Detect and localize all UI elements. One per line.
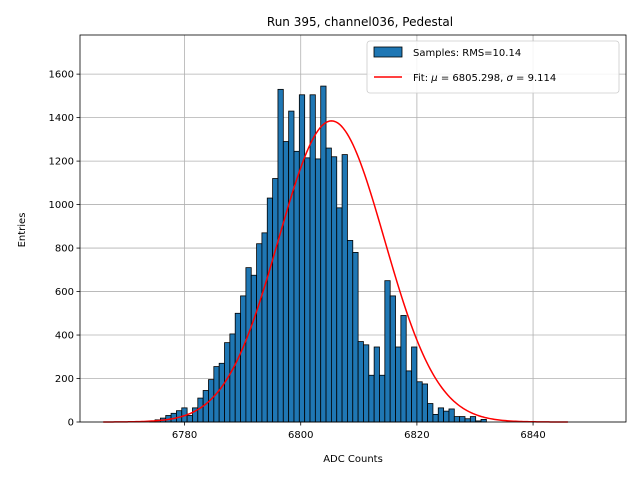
- histogram-bar: [384, 280, 391, 423]
- x-tick-label: 6820: [404, 430, 429, 441]
- histogram-bar: [304, 157, 311, 423]
- histogram-bar: [218, 362, 225, 423]
- legend-mu-symbol: μ: [430, 73, 437, 84]
- y-tick-label: 1400: [49, 113, 74, 124]
- y-tick-label: 0: [68, 418, 74, 429]
- histogram-bar: [395, 346, 402, 423]
- histogram-bar: [416, 381, 423, 423]
- histogram-bar: [448, 408, 455, 423]
- histogram-bar: [341, 154, 348, 423]
- histogram-bar: [352, 252, 359, 423]
- y-tick-label: 800: [55, 244, 74, 255]
- histogram-bar: [256, 243, 263, 423]
- histogram-bar: [298, 94, 306, 423]
- histogram-bar: [373, 346, 380, 423]
- histogram-bar: [261, 232, 268, 423]
- histogram-bar: [282, 141, 290, 423]
- legend-samples-label: Samples: RMS=10.14: [413, 48, 521, 59]
- histogram-bar: [464, 418, 471, 423]
- plot-frame: [79, 34, 627, 423]
- histogram-bar: [250, 274, 257, 423]
- y-axis-ticks: 0 200 400 600 800 1000 1200 1400 1600: [49, 70, 80, 429]
- histogram-bar: [437, 407, 445, 423]
- histogram-bar: [459, 416, 466, 423]
- histogram-bar: [288, 110, 295, 423]
- chart-title: Run 395, channel036, Pedestal: [267, 15, 453, 29]
- y-tick-label: 400: [55, 331, 74, 342]
- histogram-bar: [347, 240, 354, 423]
- legend-box: [366, 40, 620, 94]
- histogram-bar: [427, 403, 434, 423]
- histogram-bar: [432, 413, 439, 423]
- histogram-bar: [389, 295, 396, 423]
- x-axis-ticks: 6780 6800 6820 6840: [172, 422, 546, 441]
- x-tick-label: 6840: [520, 430, 545, 441]
- histogram-bar: [266, 197, 274, 423]
- histogram-bar: [411, 346, 418, 423]
- legend-sep: ,: [500, 73, 506, 84]
- histogram-bar: [363, 344, 370, 423]
- x-tick-label: 6780: [172, 430, 197, 441]
- legend-sigma-symbol: σ: [506, 73, 513, 84]
- histogram-bar: [325, 147, 332, 423]
- legend-fit-prefix: Fit:: [413, 73, 431, 84]
- histogram-bar: [314, 158, 322, 423]
- histogram-bar: [197, 397, 204, 423]
- histogram-bar: [320, 85, 327, 423]
- histogram-bar: [368, 374, 375, 423]
- y-tick-label: 200: [55, 374, 74, 385]
- histogram-bar: [234, 312, 241, 423]
- histogram-bar: [453, 416, 461, 423]
- histogram-bar: [357, 341, 364, 423]
- y-tick-label: 600: [55, 287, 74, 298]
- histogram-bars: [149, 85, 487, 423]
- x-tick-label: 6800: [288, 430, 313, 441]
- fit-curve: [103, 120, 568, 423]
- legend-fit-label: Fit: μ = 6805.298, σ = 9.114: [413, 73, 556, 84]
- y-axis-label: Entries: [17, 213, 28, 248]
- histogram-bar: [400, 315, 407, 423]
- histogram-bar: [277, 88, 284, 423]
- histogram-bar: [336, 207, 343, 423]
- legend: Samples: RMS=10.14 Fit: μ = 6805.298, σ …: [366, 40, 620, 94]
- histogram-bar: [186, 415, 193, 423]
- legend-mu-eq: =: [438, 73, 453, 84]
- x-axis-label: ADC Counts: [323, 454, 383, 465]
- histogram-bar: [229, 333, 236, 423]
- histogram-bar: [272, 178, 279, 423]
- histogram-bar: [443, 410, 450, 423]
- histogram-bar: [245, 267, 252, 423]
- histogram-bar: [421, 383, 428, 423]
- histogram-bar: [240, 295, 247, 423]
- y-tick-label: 1600: [49, 70, 74, 81]
- histogram-bar: [405, 370, 412, 423]
- histogram-bar: [379, 374, 386, 423]
- histogram-bar: [469, 416, 477, 423]
- histogram-bar: [293, 150, 300, 423]
- legend-samples-swatch: [373, 46, 403, 58]
- legend-sigma-eq: =: [513, 73, 528, 84]
- histogram-bar: [330, 156, 338, 423]
- y-tick-label: 1200: [49, 157, 74, 168]
- y-tick-label: 1000: [49, 200, 74, 211]
- legend-sigma-value: 9.114: [528, 73, 557, 84]
- legend-mu-value: 6805.298: [452, 73, 500, 84]
